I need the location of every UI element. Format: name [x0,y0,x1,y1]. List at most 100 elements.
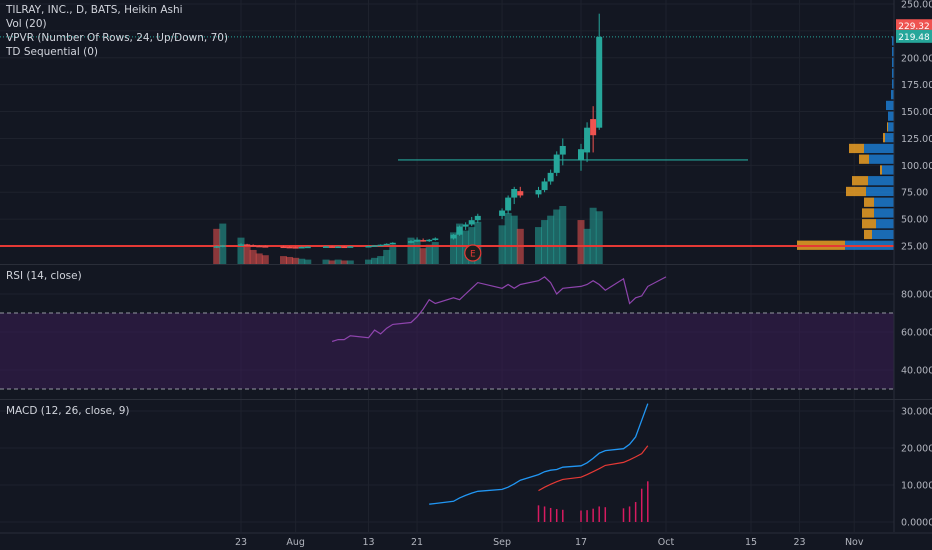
volume-bar [298,258,306,264]
volume-bar [334,259,342,264]
price-axis-label: 250.00 [901,0,932,11]
volume-bar [292,257,300,264]
last-price-badge-bg [896,29,932,43]
vpvr-up-bar [892,57,894,68]
vpvr-down-bar [864,229,872,240]
rsi-pane-legend: RSI (14, close) [6,269,82,283]
volume-bar [389,244,397,264]
candle-body [377,244,384,247]
volume-bar [547,215,555,264]
vpvr-up-bar [874,197,894,207]
vpvr-up-bar [892,79,894,89]
candle-body [256,245,263,248]
vpvr-down-bar [880,165,882,175]
candle-body [347,246,354,248]
vpvr-indicator-label[interactable]: VPVR (Number Of Rows, 24, Up/Down, 70) [6,32,229,44]
rsi-indicator-label[interactable]: RSI (14, close) [6,270,82,282]
time-axis-label: Sep [493,537,511,548]
earnings-marker-label: E [470,250,476,260]
pane-divider-macd[interactable] [0,399,932,400]
rsi-line [331,276,667,343]
last-price-badge: 219.48 [896,29,932,43]
candle-body [450,234,457,239]
symbol-title[interactable]: TILRAY, INC., D, BATS, Heikin Ashi [6,4,183,16]
volume-bar [371,257,379,264]
candle-body [432,238,439,240]
volume-bar [577,220,585,264]
candle-body [468,220,475,225]
candle-body [584,127,591,153]
rsi-axis-label: 80.0000 [901,290,932,301]
vpvr-down-bar [862,219,876,229]
high-price-badge-bg [896,19,932,33]
price-axis-label: 175.00 [901,80,932,91]
candle-body [590,119,597,136]
price-axis-label: 200.00 [901,53,932,64]
candle-body [383,243,390,246]
vpvr-up-bar [885,133,894,143]
candle-body [553,154,560,173]
vpvr-down-bar [849,143,864,154]
volume-bar [255,253,263,264]
candle-body [541,181,548,191]
price-axis-label: 75.00 [901,188,928,199]
vpvr-down-bar [846,186,866,197]
vpvr-up-bar [882,165,894,175]
vpvr-up-bar [891,90,894,100]
vpvr-up-bar [886,100,894,111]
candle-body [250,245,257,247]
candle-body [329,246,336,248]
pane-divider-rsi[interactable] [0,264,932,265]
candle-body [389,242,396,245]
vpvr-down-bar [864,197,874,207]
candle-body [219,245,226,247]
macd-indicator-label[interactable]: MACD (12, 26, close, 9) [6,405,130,417]
vpvr-histogram [797,36,894,250]
candle-body [335,246,342,249]
candle-body [420,240,427,242]
candle-body [474,215,481,221]
candle-body [408,241,414,243]
candle-body [547,172,554,182]
vpvr-down-bar [887,122,888,132]
volume-bar [541,220,549,264]
candle-body [213,246,220,248]
volume-bar [462,230,470,264]
price-axis-label: 125.00 [901,134,932,145]
volume-bar [510,215,518,264]
vpvr-down-bar [862,208,874,218]
macd-axis-label: 0.0000 [901,518,932,529]
vpvr-up-bar [892,68,894,78]
vpvr-down-bar [859,154,869,164]
time-axis-label: 21 [411,537,423,548]
candle-body [286,246,293,249]
vpvr-up-bar [888,122,894,132]
time-axis-label: 23 [235,537,247,548]
vpvr-up-bar [892,36,894,46]
vpvr-up-bar [888,111,894,121]
volume-bar [340,260,348,264]
time-axis-label: 15 [745,537,757,548]
macd-axis-label: 10.0000 [901,481,932,492]
td-sequential-label[interactable]: TD Sequential (0) [6,46,98,58]
vpvr-up-bar [869,154,894,164]
macd-pane-legend: MACD (12, 26, close, 9) [6,404,129,418]
volume-bar [280,256,287,264]
vpvr-down-bar [852,176,868,186]
volume-bar [589,207,597,264]
candle-body [323,246,329,248]
price-axis-label: 150.00 [901,107,932,118]
main-pane-legend: TILRAY, INC., D, BATS, Heikin Ashi Vol (… [6,3,228,59]
price-axis-label: 50.00 [901,215,928,226]
volume-indicator-label[interactable]: Vol (20) [6,18,47,30]
rsi-axis-label: 40.0000 [901,366,932,377]
time-axis-label: Oct [658,537,675,548]
time-axis-label: Aug [286,537,305,548]
volume-bar [328,260,336,264]
candle-body [511,188,518,198]
vpvr-up-bar [872,229,894,240]
volume-bar [456,223,464,264]
macd-line [429,403,649,505]
candle-body [304,246,311,249]
